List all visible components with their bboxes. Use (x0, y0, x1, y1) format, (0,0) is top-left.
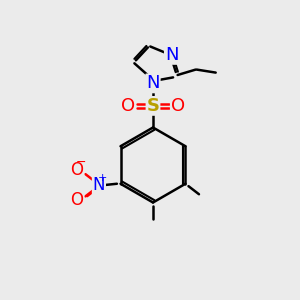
Text: +: + (98, 173, 107, 183)
Text: O: O (70, 161, 83, 179)
Text: O: O (121, 97, 135, 115)
Text: S: S (146, 97, 160, 115)
Text: −: − (76, 156, 86, 169)
Text: N: N (165, 46, 178, 64)
Text: N: N (146, 74, 160, 92)
Text: O: O (171, 97, 185, 115)
Text: N: N (93, 176, 105, 194)
Text: O: O (70, 191, 83, 209)
